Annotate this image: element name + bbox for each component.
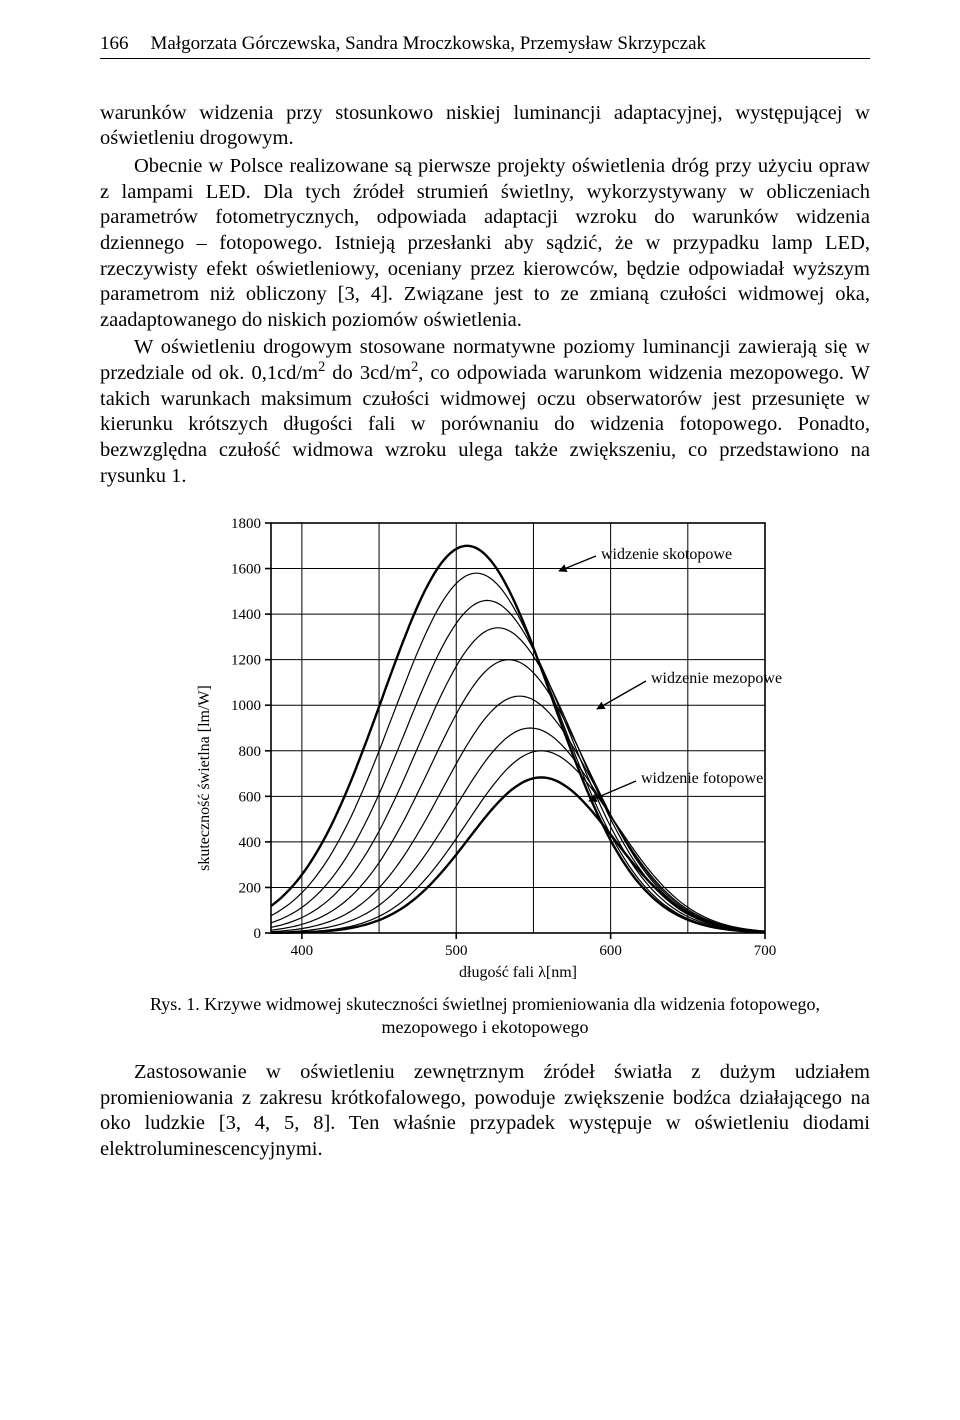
svg-text:600: 600: [239, 789, 262, 805]
figure-1-caption: Rys. 1. Krzywe widmowej skuteczności świ…: [100, 993, 870, 1038]
svg-text:200: 200: [239, 881, 262, 897]
svg-text:1200: 1200: [231, 653, 261, 669]
svg-text:1600: 1600: [231, 562, 261, 578]
paragraph-2: Obecnie w Polsce realizowane są pierwsze…: [100, 154, 870, 333]
page-number: 166: [100, 32, 129, 56]
svg-text:skuteczność świetlna [lm/W]: skuteczność świetlna [lm/W]: [196, 685, 213, 871]
svg-text:800: 800: [239, 744, 262, 760]
svg-text:600: 600: [599, 943, 622, 959]
svg-text:długość fali λ[nm]: długość fali λ[nm]: [459, 964, 577, 981]
caption-line-1: Rys. 1. Krzywe widmowej skuteczności świ…: [150, 994, 820, 1014]
svg-text:700: 700: [754, 943, 777, 959]
figure-1: 0 200 400 600 800 1000 1200 1400 1600 1800 400 500 6…: [100, 505, 870, 985]
caption-line-2: mezopowego i ekotopowego: [382, 1017, 589, 1037]
svg-text:0: 0: [254, 926, 262, 942]
page: 166 Małgorzata Górczewska, Sandra Mroczk…: [0, 0, 960, 1205]
svg-text:widzenie skotopowe: widzenie skotopowe: [601, 546, 732, 563]
svg-text:400: 400: [291, 943, 314, 959]
p3-b: do 3cd/m: [325, 362, 411, 384]
svg-text:widzenie mezopowe: widzenie mezopowe: [651, 670, 782, 687]
spectral-efficacy-chart: 0 200 400 600 800 1000 1200 1400 1600 1800 400 500 6…: [175, 505, 795, 985]
paragraph-3: W oświetleniu drogowym stosowane normaty…: [100, 335, 870, 489]
svg-text:500: 500: [445, 943, 468, 959]
svg-text:400: 400: [239, 835, 262, 851]
svg-text:1000: 1000: [231, 698, 261, 714]
paragraph-4: Zastosowanie w oświetleniu zewnętrznym ź…: [100, 1060, 870, 1163]
running-header: 166 Małgorzata Górczewska, Sandra Mroczk…: [100, 32, 870, 59]
header-authors: Małgorzata Górczewska, Sandra Mroczkowsk…: [151, 32, 871, 56]
svg-text:1800: 1800: [231, 516, 261, 532]
paragraph-1: warunków widzenia przy stosunkowo niskie…: [100, 101, 870, 152]
svg-text:1400: 1400: [231, 607, 261, 623]
svg-text:widzenie fotopowe: widzenie fotopowe: [641, 770, 763, 787]
